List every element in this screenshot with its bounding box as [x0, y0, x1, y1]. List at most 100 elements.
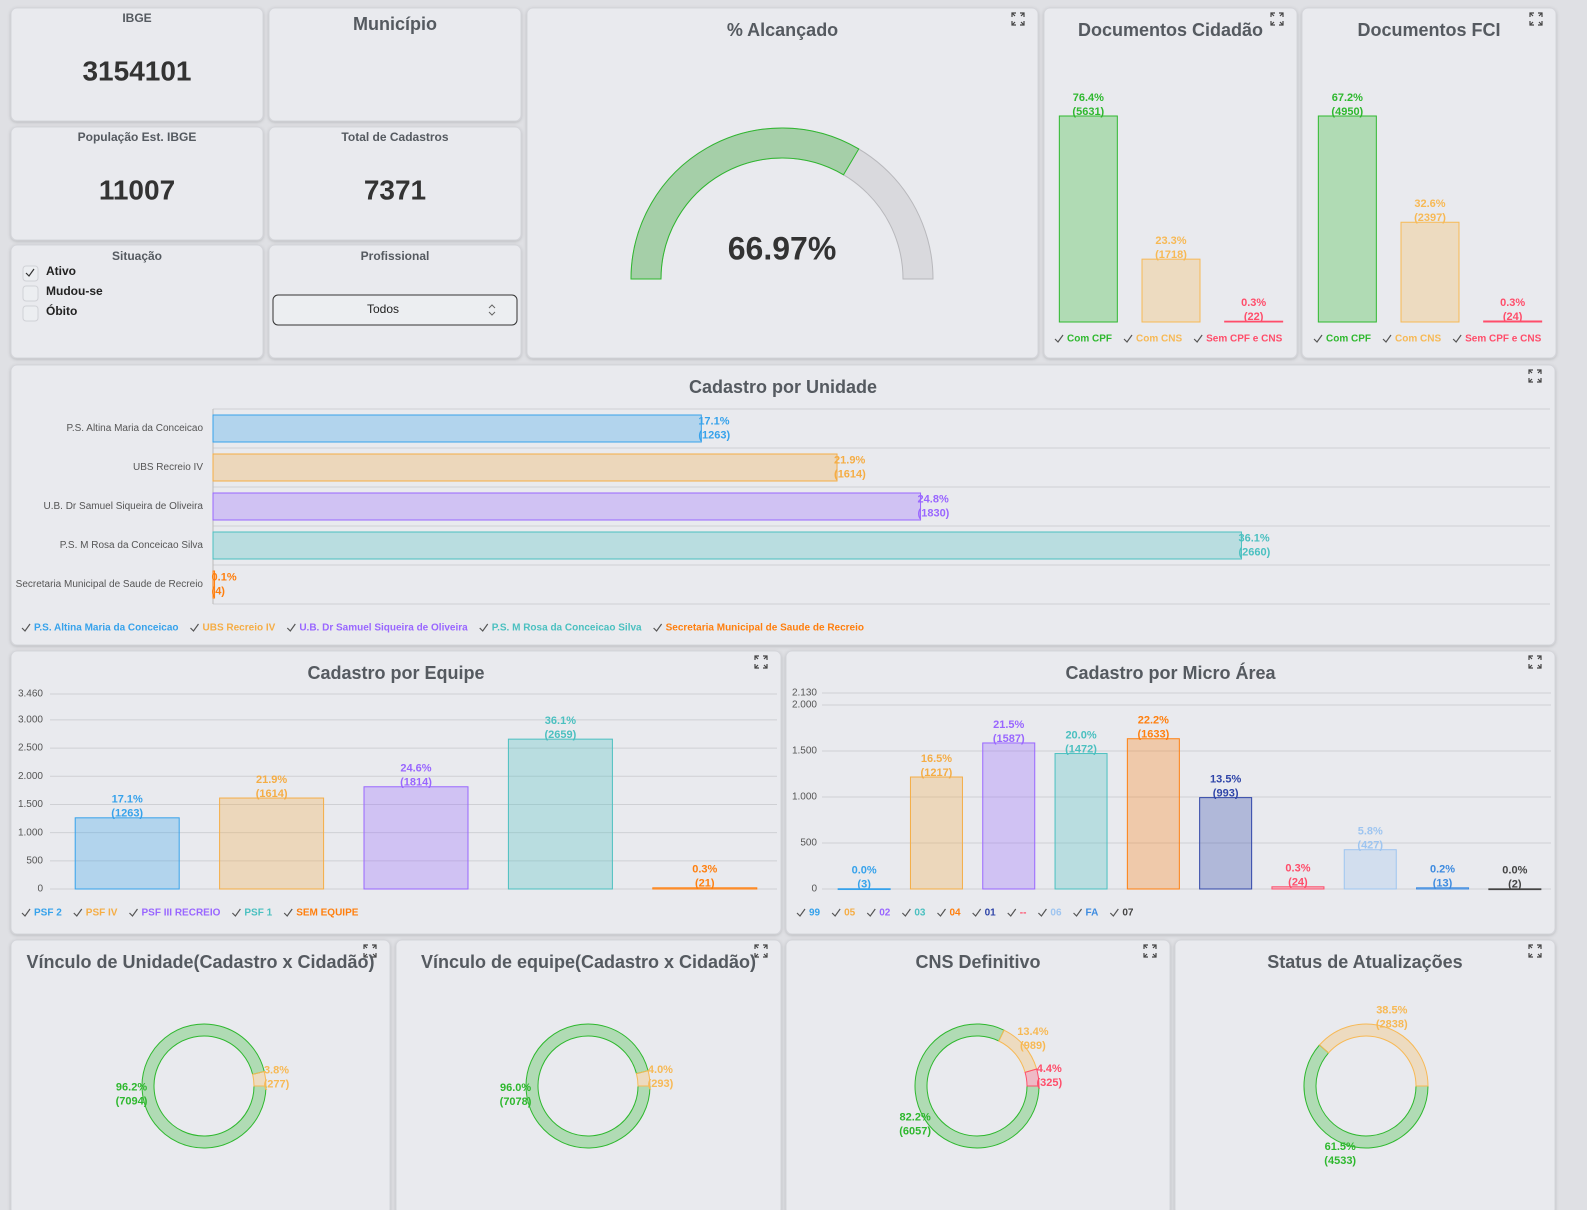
percent-label: 38.5%	[1376, 1005, 1407, 1017]
percent-label: 0.0%	[1502, 865, 1527, 877]
value-label: (4950)	[1331, 106, 1363, 118]
check-icon	[866, 908, 876, 917]
checkbox[interactable]	[22, 305, 39, 322]
value-label: (24)	[1503, 311, 1523, 323]
legend-item[interactable]: Com CNS	[1395, 334, 1441, 345]
card	[526, 7, 1039, 359]
legend-item[interactable]: Com CPF	[1067, 334, 1112, 345]
value-label: (3)	[857, 879, 871, 891]
legend-item[interactable]: 05	[844, 908, 856, 919]
bar	[1224, 320, 1284, 323]
check-icon	[479, 623, 489, 632]
value-label: (13)	[1433, 878, 1453, 890]
check-icon	[1123, 334, 1133, 343]
select-box[interactable]	[272, 294, 518, 326]
value-label: (4)	[212, 585, 226, 597]
value-label: (7078)	[500, 1096, 532, 1108]
filter-label: Profissional	[361, 249, 430, 263]
y-tick-label: 0	[37, 884, 43, 895]
legend-item[interactable]: Sem CPF e CNS	[1465, 334, 1541, 345]
y-tick-label: P.S. M Rosa da Conceicao Silva	[60, 540, 204, 551]
bar	[1199, 797, 1253, 890]
checkbox-label[interactable]: Ativo	[46, 264, 76, 278]
percent-label: 0.3%	[692, 864, 717, 876]
donut-segment	[1318, 1023, 1429, 1087]
expand-icon[interactable]	[754, 655, 768, 669]
legend-item[interactable]: 06	[1050, 908, 1062, 919]
legend-item[interactable]: P.S. M Rosa da Conceicao Silva	[492, 623, 642, 634]
legend-item[interactable]: SEM EQUIPE	[296, 908, 359, 919]
legend-item[interactable]: --	[1020, 908, 1027, 919]
checkbox-label[interactable]: Óbito	[46, 303, 77, 318]
card	[268, 7, 522, 122]
percent-label: 17.1%	[698, 415, 729, 427]
legend-item[interactable]: Secretaria Municipal de Saude de Recreio	[666, 623, 864, 634]
y-tick-label: UBS Recreio IV	[133, 462, 203, 473]
bar	[1271, 886, 1325, 890]
expand-icon[interactable]	[1143, 944, 1157, 958]
chart-title: Cadastro por Micro Área	[1065, 662, 1276, 683]
check-icon	[21, 908, 31, 917]
value-label: (7094)	[116, 1096, 148, 1108]
legend-item[interactable]: PSF 2	[34, 908, 62, 919]
legend-item[interactable]: UBS Recreio IV	[203, 623, 276, 634]
legend-item[interactable]: Com CNS	[1136, 334, 1182, 345]
check-icon	[937, 908, 946, 917]
percent-label: 17.1%	[112, 794, 143, 806]
expand-icon[interactable]	[1011, 12, 1025, 26]
legend-item[interactable]: 03	[914, 908, 926, 919]
card	[395, 939, 782, 1210]
checkbox[interactable]	[22, 285, 39, 302]
bar	[219, 797, 325, 890]
legend-item[interactable]: 07	[1122, 908, 1134, 919]
percent-label: 13.5%	[1210, 774, 1241, 786]
select-value[interactable]: Todos	[367, 302, 399, 316]
kpi-value: 7371	[364, 174, 426, 205]
chart-title: Cadastro por Unidade	[689, 377, 877, 397]
legend-item[interactable]: U.B. Dr Samuel Siqueira de Oliveira	[299, 623, 468, 634]
y-tick-label: 1.500	[792, 746, 817, 757]
legend-item[interactable]: P.S. Altina Maria da Conceicao	[34, 623, 179, 634]
expand-icon[interactable]	[754, 944, 768, 958]
value-label: (1814)	[400, 777, 432, 789]
legend-item[interactable]: PSF III RECREIO	[141, 908, 220, 919]
percent-label: 61.5%	[1325, 1141, 1356, 1153]
percent-label: 3.8%	[264, 1064, 289, 1076]
bar	[212, 531, 1242, 560]
expand-icon[interactable]	[1528, 944, 1542, 958]
legend-item[interactable]: 04	[950, 908, 962, 919]
check-icon	[231, 908, 241, 917]
y-tick-label: 500	[26, 855, 43, 866]
donut-segment	[141, 1023, 267, 1149]
bar	[74, 817, 180, 890]
chart-title: Cadastro por Equipe	[307, 663, 484, 683]
checkbox-label[interactable]: Mudou-se	[46, 284, 103, 298]
legend-item[interactable]: Com CPF	[1326, 334, 1371, 345]
value-label: (1614)	[834, 468, 866, 480]
legend-item[interactable]: Sem CPF e CNS	[1206, 334, 1282, 345]
percent-label: 24.6%	[400, 763, 431, 775]
check-icon	[1007, 908, 1017, 917]
donut-segment	[635, 1070, 651, 1087]
expand-icon[interactable]	[1270, 12, 1284, 26]
expand-icon[interactable]	[1528, 369, 1542, 383]
legend-item[interactable]: PSF IV	[86, 908, 118, 919]
legend-item[interactable]: 02	[879, 908, 891, 919]
expand-icon[interactable]	[1528, 655, 1542, 669]
donut-segment	[1024, 1068, 1040, 1087]
expand-icon[interactable]	[1529, 12, 1543, 26]
expand-icon[interactable]	[363, 944, 377, 958]
value-label: (1718)	[1155, 249, 1187, 261]
bar	[1416, 887, 1470, 890]
check-icon	[21, 623, 31, 632]
legend-item[interactable]: 01	[985, 908, 997, 919]
legend-item[interactable]: PSF 1	[244, 908, 272, 919]
legend-item[interactable]: FA	[1086, 908, 1099, 919]
y-tick-label: Secretaria Municipal de Saude de Recreio	[16, 579, 204, 590]
value-label: (993)	[1213, 788, 1239, 800]
percent-label: 21.9%	[256, 774, 287, 786]
percent-label: 24.8%	[918, 493, 949, 505]
select-arrows[interactable]	[488, 304, 496, 316]
legend-item[interactable]: 99	[809, 908, 821, 919]
